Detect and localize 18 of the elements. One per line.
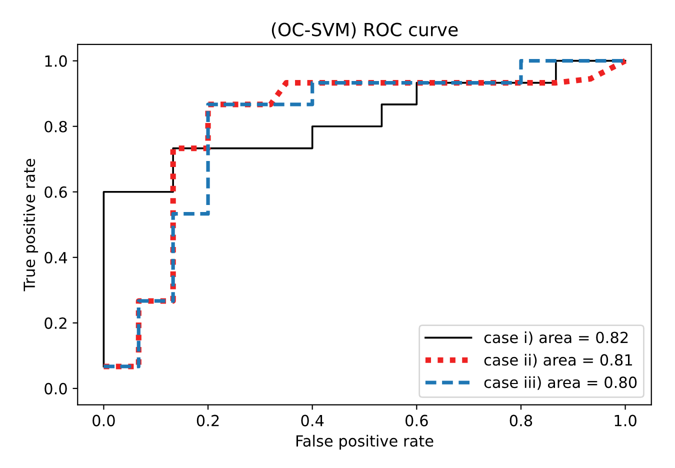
legend-label: case i) area = 0.82 xyxy=(484,331,628,346)
x-tick-label: 0.6 xyxy=(406,414,428,426)
legend-label: case iii) area = 0.80 xyxy=(484,376,637,390)
y-axis-title: True positive rate xyxy=(23,158,38,292)
x-tick-label: 0.2 xyxy=(196,414,219,426)
y-tick-label: 0.8 xyxy=(44,120,67,132)
x-tick-label: 0.0 xyxy=(92,414,115,426)
y-tick-label: 0.6 xyxy=(44,186,67,198)
legend-label: case ii) area = 0.81 xyxy=(484,354,632,368)
chart-title: (OC-SVM) ROC curve xyxy=(272,22,458,39)
y-tick-label: 1.0 xyxy=(45,55,67,67)
x-tick-label: 0.4 xyxy=(301,414,324,426)
x-axis-title: False positive rate xyxy=(296,434,434,450)
x-tick-label: 0.8 xyxy=(510,414,532,426)
y-tick-label: 0.4 xyxy=(44,252,68,264)
x-tick-label: 1.0 xyxy=(614,414,636,426)
y-tick-label: 0.0 xyxy=(44,382,67,394)
y-tick-label: 0.2 xyxy=(44,317,66,329)
